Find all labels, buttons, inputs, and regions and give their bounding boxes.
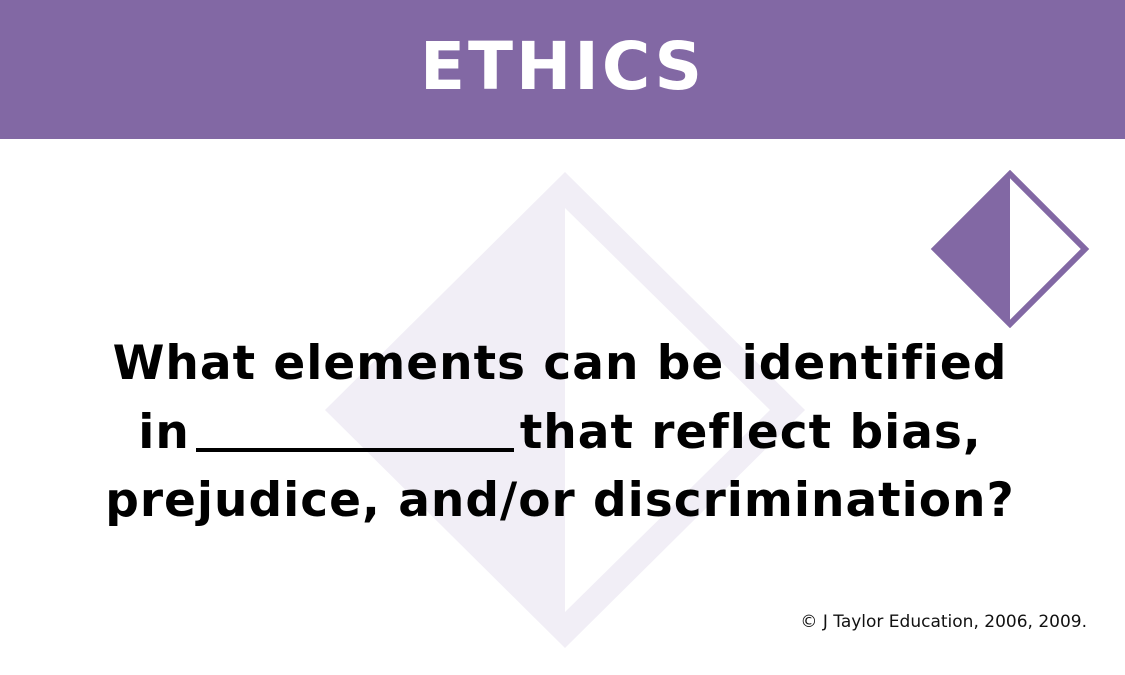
- question-line-2: in that reflect bias,: [30, 398, 1090, 467]
- question-text: What elements can be identified in that r…: [30, 330, 1090, 535]
- question-line-2-start: in: [138, 405, 190, 460]
- question-line-1: What elements can be identified: [112, 336, 1008, 391]
- header-banner: ETHICS: [0, 0, 1125, 139]
- question-line-2-end: that reflect bias,: [519, 405, 982, 460]
- question-line-3: prejudice, and/or discrimination?: [105, 473, 1015, 528]
- half-filled-diamond-icon: [930, 170, 1090, 328]
- page-title: ETHICS: [419, 28, 706, 105]
- fill-in-blank: [195, 402, 514, 452]
- copyright-notice: © J Taylor Education, 2006, 2009.: [800, 612, 1087, 632]
